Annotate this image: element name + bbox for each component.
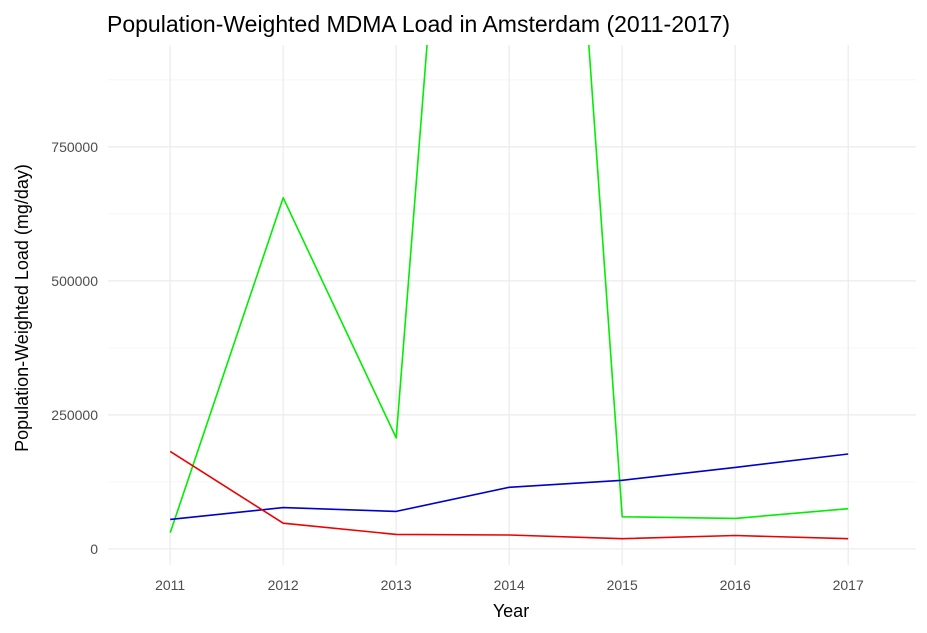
x-axis-title: Year	[493, 601, 529, 621]
y-axis-title: Population-Weighted Load (mg/day)	[12, 164, 32, 452]
y-tick-label: 500000	[51, 273, 98, 289]
x-tick-label: 2013	[381, 577, 412, 593]
series-line-2	[170, 453, 849, 521]
series-line-3	[169, 450, 849, 540]
y-tick-label: 750000	[51, 139, 98, 155]
y-axis-ticks: 0 250000 500000 750000	[51, 139, 98, 557]
chart-title: Population-Weighted MDMA Load in Amsterd…	[107, 11, 730, 37]
series-line-1	[169, 45, 849, 534]
x-tick-label: 2017	[833, 577, 864, 593]
x-tick-label: 2015	[607, 577, 638, 593]
x-axis-ticks: 2011 2012 2013 2014 2015 2016 2017	[155, 577, 864, 593]
grid	[108, 45, 916, 565]
x-tick-label: 2011	[155, 577, 185, 593]
x-tick-label: 2016	[720, 577, 751, 593]
x-tick-label: 2014	[494, 577, 525, 593]
series-group	[169, 45, 849, 540]
x-tick-label: 2012	[268, 577, 299, 593]
y-tick-label: 0	[90, 541, 98, 557]
y-tick-label: 250000	[51, 407, 98, 423]
